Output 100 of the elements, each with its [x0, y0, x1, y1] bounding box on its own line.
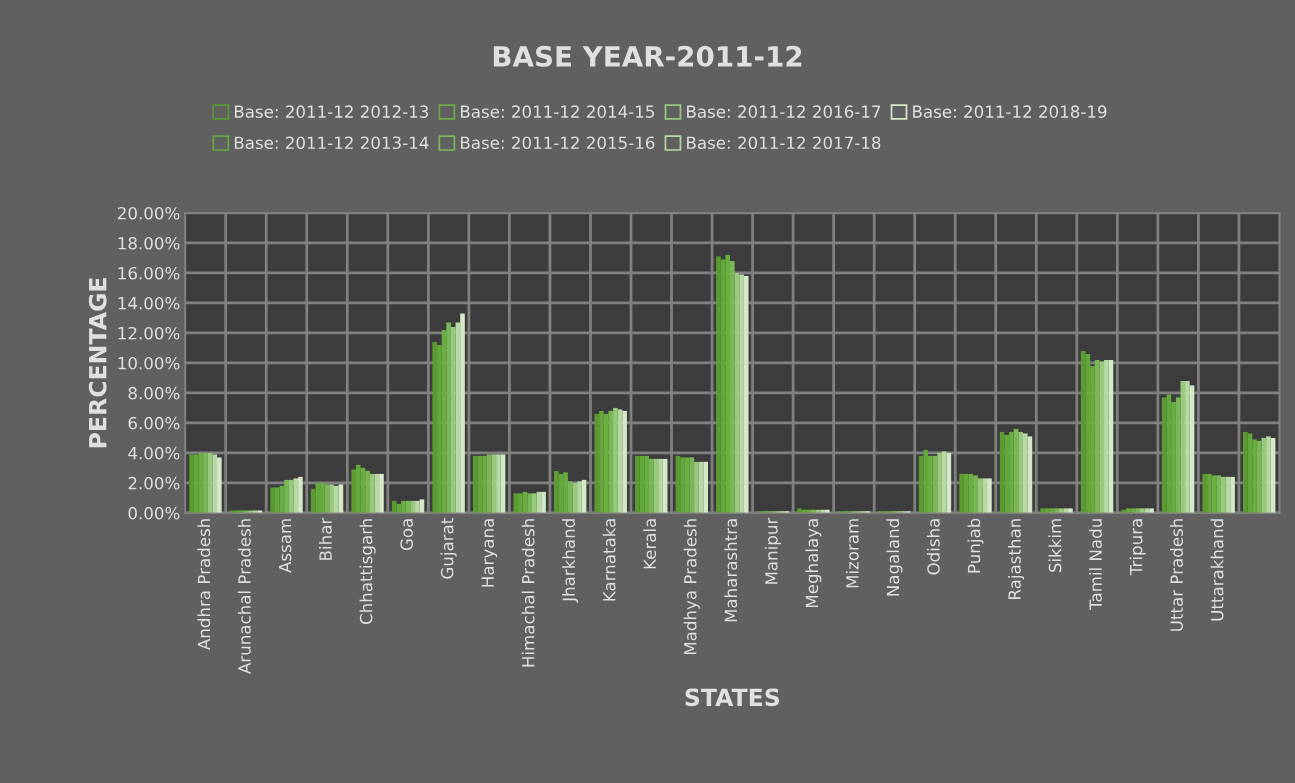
bar: [567, 481, 573, 513]
y-tick-label: 14.00%: [118, 296, 180, 310]
bar: [608, 410, 614, 513]
bar: [482, 455, 487, 513]
bar: [680, 457, 685, 513]
bar: [491, 454, 497, 513]
x-tick-label: Tripura: [1129, 519, 1146, 576]
bar: [518, 493, 523, 513]
bar: [329, 484, 334, 513]
bar: [703, 461, 709, 513]
bar: [527, 493, 532, 513]
x-tick-label: Jharkhand: [562, 519, 579, 603]
bar: [293, 478, 299, 513]
bar: [1104, 359, 1109, 513]
x-tick-label: Kerala: [643, 519, 657, 569]
y-tick-label: 0.00%: [128, 506, 180, 520]
x-tick-label: Manipur: [764, 517, 781, 584]
bar: [797, 508, 802, 513]
y-axis-title: PERCENTAGE: [88, 278, 107, 448]
y-tick-label: 12.00%: [118, 326, 180, 340]
bar: [648, 458, 654, 513]
bar: [1135, 508, 1140, 513]
bar: [1266, 436, 1271, 513]
bar: [1080, 350, 1086, 513]
bar: [689, 457, 695, 513]
x-tick-label: Uttarakhand: [1210, 519, 1224, 621]
bar: [1256, 440, 1262, 513]
bar: [391, 500, 397, 513]
bar: [298, 476, 303, 513]
x-tick-label: Gujarat: [440, 518, 457, 579]
y-tick-label: 10.00%: [118, 356, 180, 370]
bar: [923, 449, 929, 513]
x-tick-label: Punjab: [967, 518, 984, 573]
bar: [1161, 397, 1167, 513]
x-tick-label: Andhra Pradesh: [197, 519, 211, 650]
bar: [982, 478, 988, 513]
bar: [941, 451, 947, 513]
bar: [217, 457, 222, 513]
x-tick-label: Arunachal Pradesh: [237, 519, 251, 674]
bar: [1018, 431, 1023, 513]
y-tick-label: 8.00%: [128, 386, 180, 400]
bar: [1149, 508, 1154, 513]
x-tick-label: Bihar: [318, 517, 332, 560]
bar: [415, 500, 420, 513]
x-tick-label: Maharashtra: [724, 519, 738, 622]
bar: [333, 485, 339, 513]
legend-label: Base: 2011-12 2017-18: [687, 136, 881, 150]
legend-label: Base: 2011-12 2018-19: [913, 105, 1107, 118]
bar: [355, 464, 361, 513]
chart-title: BASE YEAR-2011-12: [493, 45, 802, 67]
bar: [694, 461, 699, 513]
bar: [743, 275, 749, 513]
bar: [1207, 473, 1212, 513]
bar: [284, 479, 289, 513]
bar: [1180, 380, 1186, 513]
bar: [599, 410, 604, 513]
legend-label: Base: 2011-12 2015-16: [461, 136, 655, 150]
bar: [658, 458, 663, 513]
bar: [1139, 508, 1145, 513]
bar: [1068, 508, 1073, 513]
bar: [369, 473, 375, 513]
bar: [351, 469, 356, 513]
bar: [460, 313, 465, 513]
bar: [1242, 431, 1248, 513]
bar: [446, 322, 451, 513]
bar: [716, 256, 721, 513]
bar: [937, 452, 942, 513]
bar: [450, 326, 456, 513]
bar: [541, 491, 546, 513]
bar: [401, 500, 406, 513]
bar: [1202, 473, 1208, 513]
bar: [577, 481, 582, 513]
bar: [554, 470, 559, 513]
bar: [987, 478, 992, 513]
bar: [563, 472, 568, 513]
bar: [1216, 475, 1221, 513]
bar: [513, 493, 519, 513]
bar: [635, 455, 640, 513]
bar: [379, 473, 384, 513]
bar: [212, 454, 218, 513]
legend-label: Base: 2011-12 2014-15: [461, 105, 654, 118]
bar: [1185, 380, 1190, 513]
x-tick-label: Tamil Nadu: [1089, 519, 1102, 611]
bar: [739, 274, 744, 513]
bar: [1022, 433, 1028, 513]
bar: [973, 475, 978, 513]
bar: [644, 455, 649, 513]
x-tick-label: Sikkim: [1048, 519, 1062, 572]
bar: [730, 260, 735, 513]
y-tick-label: 18.00%: [118, 236, 180, 250]
bar: [274, 487, 280, 513]
y-tick-label: 2.00%: [128, 476, 180, 490]
bar: [270, 487, 275, 513]
bar: [193, 454, 199, 513]
bar: [1004, 434, 1010, 513]
bar: [1054, 508, 1059, 513]
bar: [203, 452, 208, 513]
bar: [531, 493, 537, 513]
bar: [315, 482, 321, 513]
bar: [432, 341, 438, 513]
